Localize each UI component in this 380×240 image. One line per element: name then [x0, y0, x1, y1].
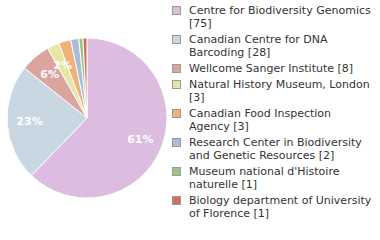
html-text:Canadian Centre for DNA Barcod: Canadian Centre for DNA Barcoding [28]	[189, 33, 328, 59]
html-text:Centre for Biodiversity Genomi: Centre for Biodiversity Genomics [75]	[189, 4, 371, 30]
html-text:Research Center in Biodiversit: Research Center in Biodiversity and Gene…	[189, 136, 362, 162]
svg-text:2%: 2%	[53, 59, 72, 72]
html-text:Biology department of Universi: Biology department of University of Flor…	[189, 194, 372, 220]
html-text:Museum national d'Histoire nat: Museum national d'Histoire naturelle [1]	[189, 165, 340, 191]
html-text:Natural History Museum, London: Natural History Museum, London [3]	[189, 78, 370, 104]
svg-text:23%: 23%	[16, 115, 42, 128]
svg-text:61%: 61%	[127, 133, 153, 146]
html-text:Canadian Food Inspection Agenc: Canadian Food Inspection Agency [3]	[189, 107, 332, 133]
svg-text:6%: 6%	[40, 67, 59, 81]
html-text:Wellcome Sanger Institute [8]: Wellcome Sanger Institute [8]	[189, 62, 354, 75]
